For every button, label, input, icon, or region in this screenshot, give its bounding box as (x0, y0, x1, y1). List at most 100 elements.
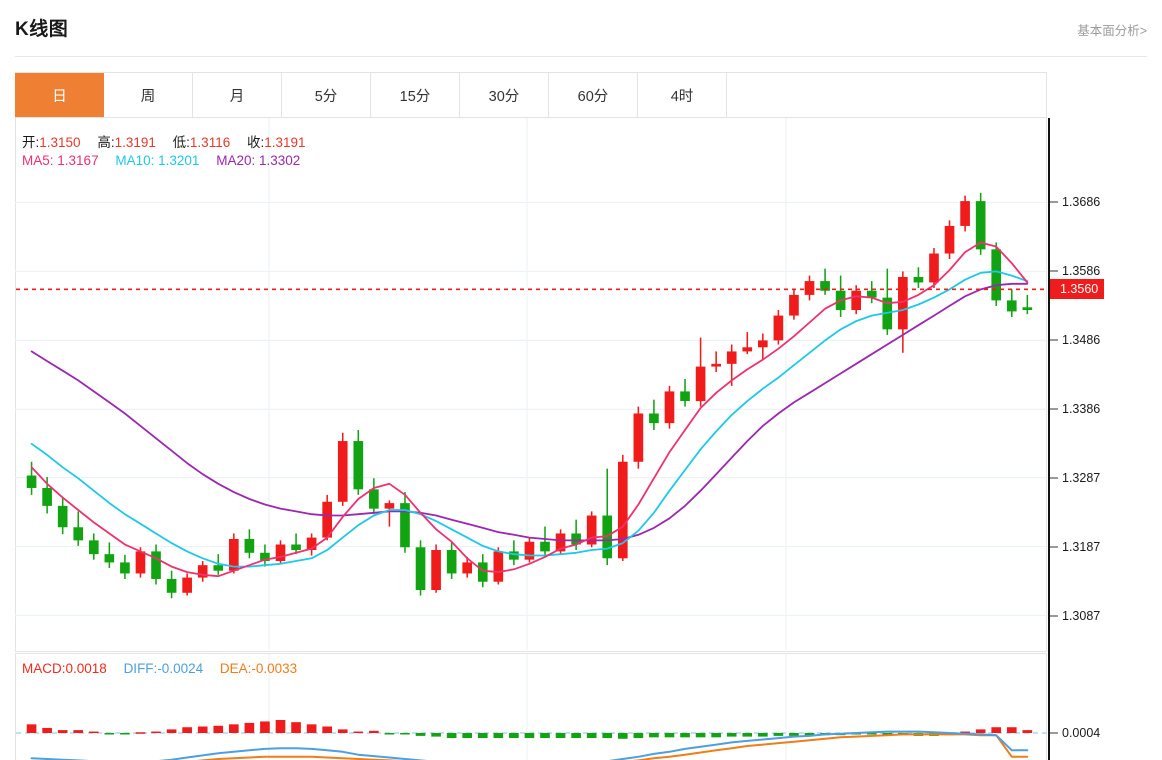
candle-body (104, 554, 115, 563)
macd-bar (680, 733, 690, 738)
price-axis-line (1048, 118, 1050, 760)
candle-body (944, 225, 955, 254)
candle-body (182, 577, 192, 593)
candle-body (260, 552, 270, 562)
candle-body (851, 290, 862, 311)
candle-body (726, 351, 737, 364)
macd-bar (306, 724, 317, 733)
ma10-label: MA10: (115, 153, 155, 168)
candle-body (898, 276, 908, 330)
candle-body (229, 538, 239, 571)
tabbar-filler (727, 73, 1046, 117)
candle-body (773, 315, 784, 341)
price-tick-label: 1.3386 (1062, 402, 1101, 417)
candle-body (789, 294, 799, 316)
ma5-value: 1.3167 (57, 153, 99, 168)
diff-line (30, 730, 1029, 760)
current-price-badge: 1.3560 (1050, 279, 1105, 300)
macd-bar (197, 726, 208, 733)
candle-body (509, 551, 519, 560)
candle-body (1006, 300, 1017, 312)
macd-bar (446, 733, 457, 739)
macd-bar (804, 733, 815, 736)
tab-4[interactable]: 5分 (282, 73, 371, 117)
ma10-value: 1.3201 (158, 153, 200, 168)
candle-body (555, 533, 566, 552)
ma20-label: MA20: (216, 153, 256, 168)
candle-body (166, 578, 177, 593)
macd-bar (431, 733, 441, 737)
candle-body (120, 562, 130, 574)
tab-label: 15分 (399, 88, 431, 105)
low-value: 1.3116 (189, 135, 231, 150)
tab-label: 60分 (577, 88, 609, 105)
candle-body (384, 503, 395, 509)
macd-chart-panel (15, 653, 1047, 760)
candle-body (571, 533, 581, 545)
candle-body (493, 551, 504, 582)
macd-bar (524, 733, 535, 739)
tab-label: 5分 (314, 88, 338, 105)
candle-body (197, 565, 208, 578)
macd-bar (415, 733, 426, 736)
diff-value: -0.0024 (157, 661, 204, 676)
macd-bar (664, 733, 675, 738)
macd-bar (586, 733, 597, 739)
macd-bar (1022, 730, 1033, 733)
candle-body (617, 461, 628, 559)
candle-body (446, 550, 457, 574)
price-tick-label: 1.3686 (1062, 195, 1101, 210)
macd-bar (991, 727, 1002, 733)
price-tick-label: 1.3187 (1062, 539, 1101, 554)
candle-body (88, 540, 99, 555)
header-divider (15, 56, 1147, 57)
candle-body (57, 505, 68, 528)
tab-label: 月 (229, 88, 245, 105)
candle-body (462, 562, 473, 574)
candle-body (400, 503, 410, 548)
candle-body (42, 487, 52, 506)
candle-body (804, 281, 815, 295)
candle-body (477, 562, 488, 582)
dea-label: DEA: (219, 661, 252, 676)
price-tick-mark (1050, 201, 1058, 203)
macd-bar (42, 727, 52, 733)
candle-body (742, 347, 753, 352)
price-tick-mark (1050, 339, 1058, 341)
macd-bar (353, 731, 364, 734)
macd-bar (384, 733, 395, 735)
tab-2[interactable]: 周 (104, 73, 193, 117)
macd-bar (322, 726, 333, 733)
candle-body (353, 441, 364, 490)
diff-label: DIFF: (123, 661, 158, 676)
candle-body (151, 551, 161, 579)
tab-3[interactable]: 月 (193, 73, 282, 117)
fundamental-analysis-link[interactable]: 基本面分析> (1077, 24, 1147, 38)
candle-body (431, 550, 441, 591)
macd-bar (400, 733, 410, 735)
macd-bar (1006, 727, 1017, 733)
candle-series-up (135, 195, 970, 596)
macd-bar (742, 733, 753, 737)
high-value: 1.3191 (114, 135, 156, 150)
ma20-value: 1.3302 (259, 153, 301, 168)
open-value: 1.3150 (39, 135, 81, 150)
tab-8[interactable]: 4时 (638, 73, 727, 117)
macd-bar (213, 725, 224, 733)
macd-bar (151, 731, 161, 734)
candle-body (275, 544, 286, 562)
macd-bar (726, 733, 737, 737)
macd-bar (711, 733, 721, 738)
macd-histogram (26, 720, 1033, 739)
candle-body (649, 413, 659, 424)
tab-5[interactable]: 15分 (371, 73, 460, 117)
price-tick-label: 1.3586 (1062, 264, 1101, 279)
ohlc-legend: 开:1.3150 高:1.3191 低:1.3116 收:1.3191 (22, 131, 306, 151)
tab-1[interactable]: 日 (15, 73, 104, 117)
tab-7[interactable]: 60分 (549, 73, 638, 117)
tab-6[interactable]: 30分 (460, 73, 549, 117)
candle-body (586, 515, 597, 545)
macd-bar (477, 733, 488, 739)
